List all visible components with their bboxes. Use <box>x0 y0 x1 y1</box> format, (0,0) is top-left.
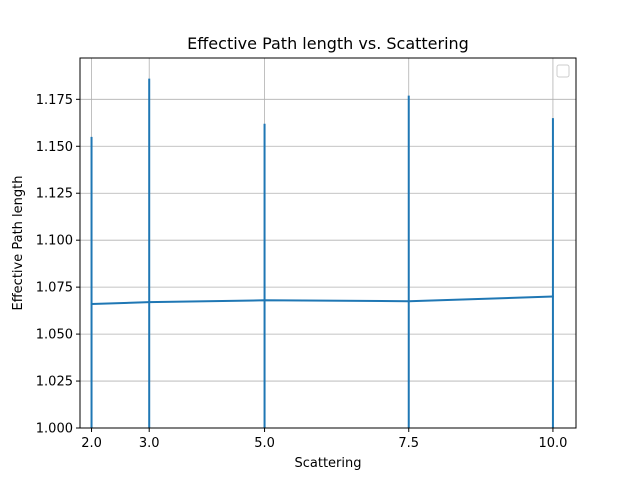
y-tick-label: 1.000 <box>36 422 73 437</box>
y-tick-label: 1.050 <box>36 328 73 343</box>
x-tick-label: 3.0 <box>139 436 160 451</box>
data-point <box>551 295 554 298</box>
data-point <box>263 299 266 302</box>
x-tick-label: 5.0 <box>254 436 275 451</box>
plot-frame <box>79 57 577 429</box>
legend-box <box>556 64 570 78</box>
y-tick-label: 1.075 <box>36 281 73 296</box>
x-tick-label: 7.5 <box>398 436 419 451</box>
chart-title: Effective Path length vs. Scattering <box>187 34 469 53</box>
x-tick-label: 10.0 <box>538 436 567 451</box>
ticks: 2.0 3.0 5.0 7.5 10.0 1.000 1.025 1.050 1.075 1.10… <box>36 93 568 451</box>
series-line <box>91 295 553 306</box>
x-tick-label: 2.0 <box>81 436 102 451</box>
y-tick-label: 1.175 <box>36 93 73 108</box>
data-point <box>90 303 93 306</box>
y-tick-label: 1.025 <box>36 375 73 390</box>
data-point <box>407 300 410 303</box>
data-point <box>148 301 151 304</box>
x-axis-label: Scattering <box>294 456 361 471</box>
y-tick-label: 1.150 <box>36 140 73 155</box>
grid-lines <box>80 58 576 429</box>
y-tick-label: 1.125 <box>36 187 73 202</box>
y-axis-label: Effective Path length <box>11 176 26 311</box>
series-layer <box>90 78 554 428</box>
y-tick-label: 1.100 <box>36 234 73 249</box>
